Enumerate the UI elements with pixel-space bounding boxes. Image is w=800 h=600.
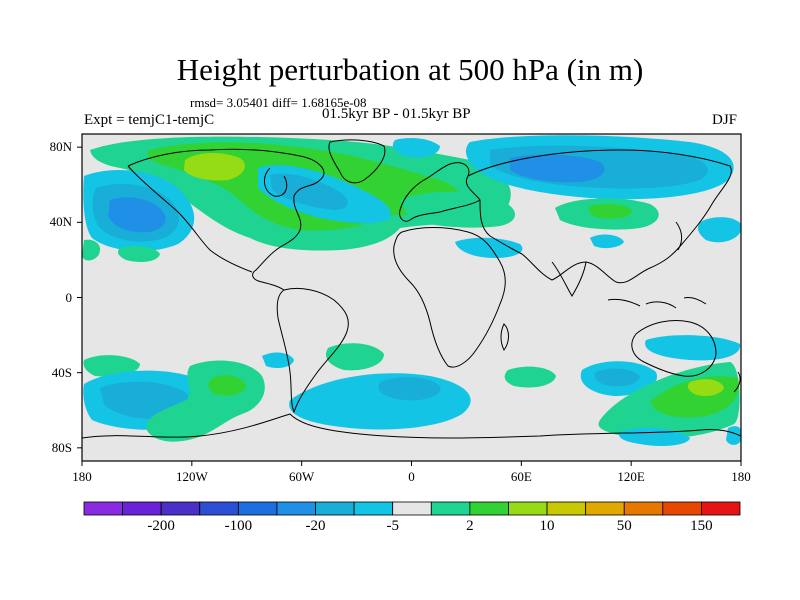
contour-negative-south-atlantic-mid [378, 377, 441, 401]
colorbar [83, 501, 741, 516]
colorbar-box [662, 501, 702, 516]
colorbar-box [508, 501, 548, 516]
colorbar-label: -100 [224, 518, 253, 534]
contour-negative-east-asia [590, 234, 624, 249]
coastline-africa [393, 227, 506, 368]
colorbar-box [237, 501, 278, 516]
contour-negative-na-mid [270, 173, 348, 210]
colorbar-box [315, 501, 355, 516]
y-tick-label: 80N [49, 139, 72, 155]
coastlines-layer [82, 139, 741, 439]
colorbar-box [585, 501, 625, 516]
contour-positive-se-pacific-core [208, 375, 246, 396]
coastline-indonesia [607, 297, 707, 309]
contour-positive-tasman-core [687, 379, 724, 396]
plot-title: Height perturbation at 500 hPa (in m) [176, 52, 644, 87]
x-tick-label: 120E [617, 469, 645, 484]
contour-positive-central-asia-core [588, 203, 632, 219]
colorbar-label: 2 [466, 518, 474, 534]
coastline-australia [631, 320, 717, 377]
coastline-north-america [127, 148, 325, 291]
y-tick-label: 80S [51, 439, 72, 455]
colorbar-box [469, 501, 509, 516]
colorbar-box [430, 501, 471, 516]
coastline-asia [467, 149, 732, 284]
colorbar-box [160, 501, 201, 516]
season-label: DJF [712, 112, 738, 128]
tick-marks [77, 146, 742, 466]
contour-negative-west-pacific [698, 217, 741, 243]
colorbar-label: 150 [690, 518, 713, 534]
colorbar-label: 50 [616, 518, 632, 534]
colorbar-label: 10 [539, 518, 555, 534]
stats-line: rmsd= 3.05401 diff= 1.68165e-08 [190, 95, 367, 110]
x-tick-label: 120W [175, 469, 208, 484]
coastline-madagascar [500, 323, 509, 351]
contour-negative-pacific-core [108, 197, 166, 233]
coastline-new-zealand [733, 371, 741, 393]
colorbar-box [623, 501, 664, 516]
contour-positive-south-africa [504, 366, 556, 388]
y-tick-label: 0 [65, 289, 73, 305]
coastline-japan [675, 221, 683, 251]
x-tick-label: 180 [72, 469, 92, 484]
contour-negative-antarctic [619, 427, 690, 446]
contour-positive-na-core [184, 153, 245, 181]
coastline-europe [399, 162, 481, 222]
x-tick-label: 180 [731, 469, 751, 484]
colorbar-label: -5 [386, 518, 399, 534]
contour-negative-indian-mid [594, 368, 640, 387]
x-tick-label: 60E [510, 469, 532, 484]
colorbar-box [122, 501, 162, 516]
colorbar-box [546, 501, 587, 516]
period-line: 01.5kyr BP - 01.5kyr BP [322, 106, 471, 122]
contour-negative-chile [262, 352, 294, 368]
coastline-north-america-west [127, 165, 253, 273]
colorbar-box [392, 501, 432, 516]
colorbar-box [276, 501, 316, 516]
coastline-greenland [328, 139, 386, 184]
colorbar-box [83, 501, 123, 516]
contour-negative-ross [726, 426, 741, 445]
contour-negative-arctic [392, 138, 440, 158]
contour-fill-layer [82, 135, 741, 446]
coastline-south-america [276, 287, 349, 414]
coastline-antarctica [82, 413, 741, 439]
contour-negative-mideast [455, 237, 523, 258]
coastline-india [551, 261, 587, 297]
x-tick-label: 60W [289, 469, 315, 484]
contour-positive-east-pacific [82, 239, 101, 261]
experiment-label: Expt = temjC1-temjC [84, 112, 215, 128]
contour-positive-tropical-pacific [118, 246, 160, 262]
colorbar-box [701, 501, 741, 516]
y-tick-label: 40N [49, 214, 72, 230]
contour-positive-south-pacific [83, 355, 140, 377]
x-tick-label: 0 [408, 469, 415, 484]
colorbar-box [353, 501, 394, 516]
colorbar-box [199, 501, 239, 516]
contour-negative-siberia-core [510, 154, 605, 183]
y-tick-label: 40S [51, 364, 72, 380]
colorbar-label: -200 [147, 518, 175, 534]
colorbar-label: -20 [305, 518, 326, 534]
contour-positive-europe [400, 191, 515, 228]
contour-positive-atlantic-south [325, 343, 384, 371]
